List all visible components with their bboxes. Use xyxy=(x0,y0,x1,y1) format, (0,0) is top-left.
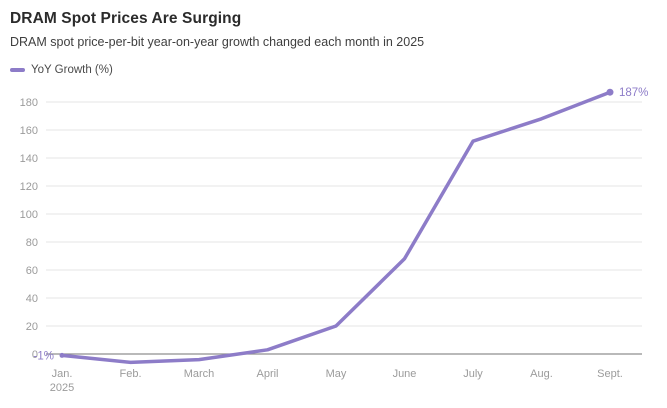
chart-area: 0 20 40 60 80 100 120 140 160 180 Jan. 2025 Feb. Marc… xyxy=(10,79,657,408)
svg-text:140: 140 xyxy=(20,153,38,165)
svg-text:March: March xyxy=(184,368,215,380)
page-title: DRAM Spot Prices Are Surging xyxy=(10,10,242,27)
svg-text:20: 20 xyxy=(26,321,38,333)
svg-text:June: June xyxy=(393,368,417,380)
chart-legend: YoY Growth (%) xyxy=(10,64,657,76)
svg-text:80: 80 xyxy=(26,237,38,249)
svg-text:160: 160 xyxy=(20,125,38,137)
svg-text:April: April xyxy=(256,368,278,380)
svg-text:Aug.: Aug. xyxy=(530,368,553,380)
svg-text:-1%: -1% xyxy=(34,350,54,362)
svg-text:Feb.: Feb. xyxy=(119,368,141,380)
svg-text:May: May xyxy=(326,368,347,380)
svg-text:100: 100 xyxy=(20,209,38,221)
svg-text:Sept.: Sept. xyxy=(597,368,623,380)
yoy-line-chart: 0 20 40 60 80 100 120 140 160 180 Jan. 2025 Feb. Marc… xyxy=(20,87,649,394)
svg-text:40: 40 xyxy=(26,293,38,305)
chart-subtitle: DRAM spot price-per-bit year-on-year gro… xyxy=(10,35,425,49)
svg-text:60: 60 xyxy=(26,265,38,277)
svg-text:180: 180 xyxy=(20,97,38,109)
svg-text:120: 120 xyxy=(20,181,38,193)
legend-line-swatch xyxy=(10,68,25,72)
svg-text:0: 0 xyxy=(32,349,38,361)
legend-label: YoY Growth (%) xyxy=(31,64,113,76)
svg-text:July: July xyxy=(463,368,483,380)
svg-text:Jan.2025: Jan. 2025 xyxy=(50,368,74,394)
svg-text:187%: 187% xyxy=(619,87,648,99)
